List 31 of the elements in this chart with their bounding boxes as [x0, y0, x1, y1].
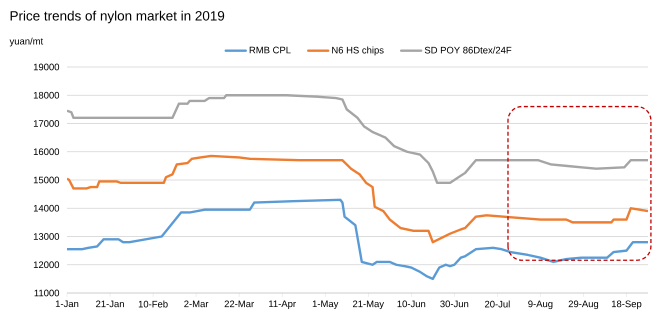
line-series: [67, 198, 648, 280]
x-tick-label: 29-Aug: [568, 300, 598, 310]
legend-label: SD POY 86Dtex/24F: [424, 46, 512, 54]
y-tick-label: 14000: [34, 204, 60, 212]
x-tick-label: 2-Mar: [184, 300, 208, 308]
x-tick-label: 11-Apr: [269, 300, 296, 309]
y-tick-label: 11000: [34, 290, 60, 296]
y-tick-label: 13000: [34, 233, 60, 240]
y-tick-label: 15000: [34, 176, 60, 184]
legend-label: RMB CPL: [250, 46, 291, 54]
x-tick-label: 1-May: [312, 300, 338, 309]
x-tick-label: 1-Jan: [56, 300, 78, 308]
x-tick-label: 10-Feb: [138, 300, 168, 308]
x-tick-label: 21-May: [352, 300, 384, 310]
y-tick-label: 19000: [34, 64, 60, 70]
y-tick-label: 12000: [34, 261, 60, 268]
line-series: [67, 154, 648, 244]
y-tick-label: 17000: [34, 120, 60, 127]
x-tick-label: 20-Jul: [484, 300, 510, 308]
legend-label: N6 HS chips: [332, 46, 384, 56]
line-series: [67, 94, 648, 184]
y-tick-label: 16000: [34, 148, 60, 156]
x-tick-label: 18-Sep: [612, 300, 642, 310]
x-tick-label: 22-Mar: [224, 300, 254, 308]
x-tick-label: 21-Jan: [96, 300, 124, 308]
x-tick-label: 10-Jun: [398, 300, 426, 308]
chart-title: Price trends of nylon market in 2019: [10, 10, 224, 24]
y-axis-title: yuan/mt: [10, 38, 44, 46]
y-tick-label: 18000: [34, 92, 60, 99]
x-tick-label: 30-Jun: [440, 300, 468, 308]
x-tick-label: 9-Aug: [528, 300, 552, 310]
